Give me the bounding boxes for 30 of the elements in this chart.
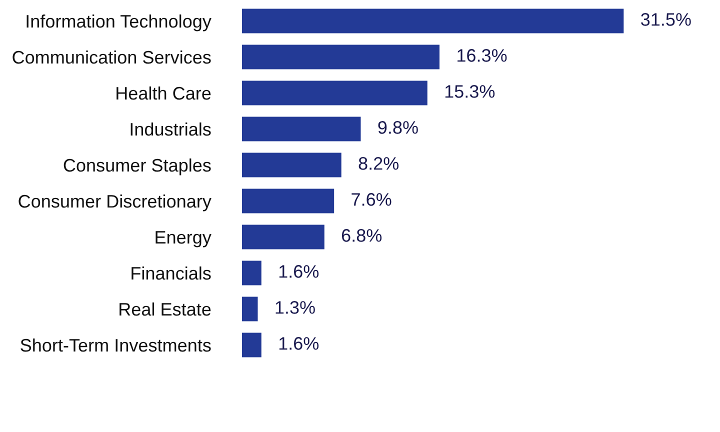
bar [242, 80, 428, 106]
bar [242, 260, 262, 286]
bar [242, 8, 624, 34]
y-tick-label: Consumer Staples [64, 158, 211, 176]
y-tick-label: Industrials [130, 122, 211, 136]
y-tick-label: Information Technology [26, 14, 212, 32]
data-label: 8.2% [358, 157, 399, 170]
data-label: 1.6% [279, 337, 319, 350]
y-tick-label: Financials [132, 266, 211, 280]
y-tick-label: Consumer Discretionary [18, 194, 212, 212]
bar [242, 44, 440, 70]
y-tick-label: Energy [156, 231, 212, 248]
bar [242, 188, 334, 214]
y-tick-label: Communication Services [12, 50, 211, 64]
bar [242, 296, 258, 322]
y-tick-label: Health Care [116, 86, 211, 100]
bar [242, 332, 262, 358]
bar [242, 152, 342, 178]
data-label: 16.3% [458, 49, 507, 62]
bar [242, 224, 324, 250]
data-label: 6.8% [342, 229, 382, 242]
data-label: 15.3% [445, 85, 495, 98]
y-tick-label: Real Estate [120, 302, 211, 316]
data-label: 1.3% [276, 301, 315, 314]
data-label: 7.6% [352, 193, 392, 206]
data-label: 31.5% [641, 13, 691, 26]
bar [242, 116, 361, 142]
data-label: 1.6% [279, 265, 319, 278]
data-label: 9.8% [378, 121, 418, 134]
y-tick-label: Short-Term Investments [20, 338, 211, 352]
